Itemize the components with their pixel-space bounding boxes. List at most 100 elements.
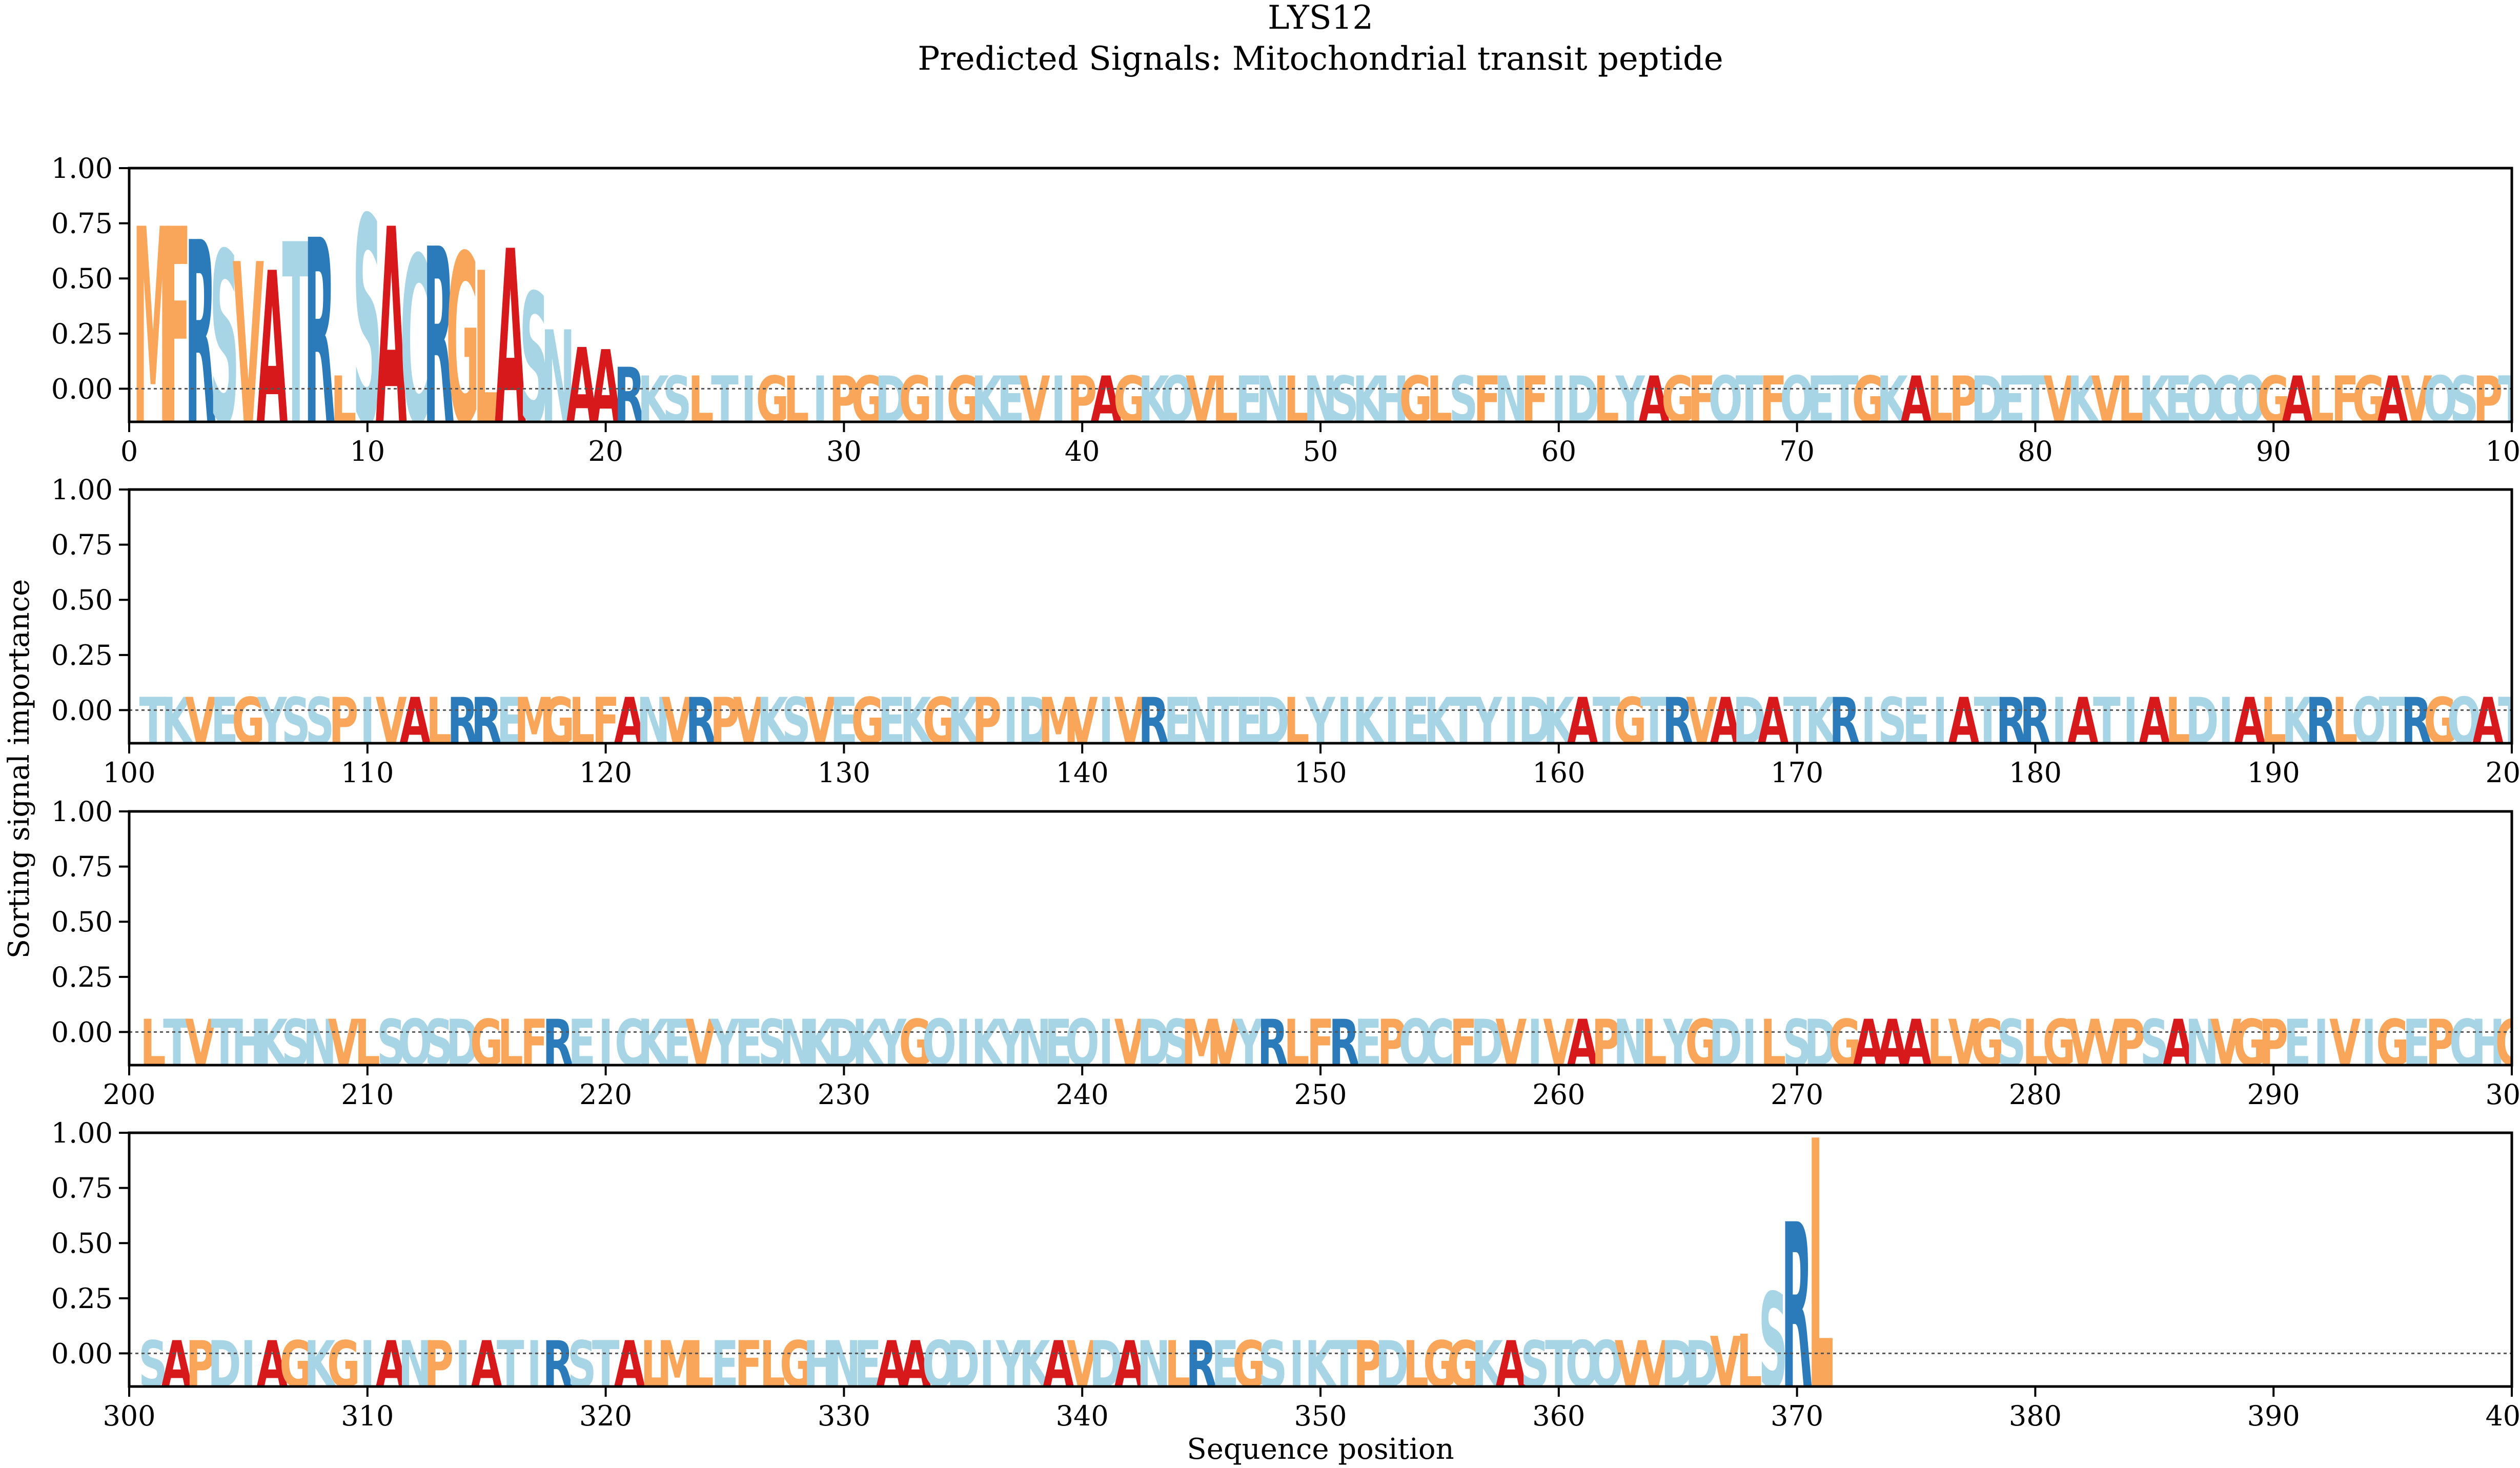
residue-L-pos-92: L	[2308, 364, 2334, 437]
residue-G-pos-27: G	[756, 364, 789, 437]
residue-I-pos-158: I	[1503, 685, 1518, 759]
residue-D-pos-78: D	[1971, 364, 2004, 437]
residue-P-pos-303: P	[186, 1329, 216, 1402]
residue-N-pos-263: N	[1613, 1007, 1647, 1080]
residue-R-pos-218: R	[542, 1007, 574, 1080]
residue-R-pos-196: R	[2401, 685, 2432, 759]
residue-N-pos-208: N	[303, 1007, 337, 1080]
residue-K-pos-357: K	[1472, 1329, 1505, 1402]
residue-S-pos-51: S	[1330, 364, 1359, 437]
residue-S-pos-348: S	[1258, 1329, 1288, 1402]
residue-V-pos-277: V	[1948, 1007, 1979, 1080]
residue-Q-pos-97: Q	[2423, 364, 2457, 437]
residue-D-pos-267: D	[1709, 1007, 1742, 1080]
residue-K-pos-231: K	[852, 1007, 885, 1080]
residue-C-pos-298: C	[2449, 1007, 2479, 1080]
residue-T-pos-204: T	[211, 1007, 238, 1080]
residue-A-pos-358: A	[1495, 1329, 1527, 1402]
x-tick-label: 40	[1065, 435, 1100, 467]
residue-T-pos-25: T	[711, 364, 739, 437]
residue-V-pos-129: V	[804, 685, 836, 759]
residue-R-pos-318: R	[542, 1329, 574, 1402]
residue-I-pos-141: I	[1099, 685, 1113, 759]
residue-E-pos-219: E	[568, 1007, 596, 1080]
residue-E-pos-130: E	[830, 685, 858, 759]
residue-S-pos-107: S	[281, 685, 311, 759]
residue-G-pos-118: G	[541, 685, 575, 759]
residue-L-pos-344: L	[1165, 1329, 1190, 1402]
residue-L-pos-324: L	[688, 1329, 714, 1402]
residue-D-pos-341: D	[1089, 1329, 1123, 1402]
residue-D-pos-214: D	[446, 1007, 479, 1080]
residue-I-pos-188: I	[2219, 685, 2233, 759]
residue-S-pos-213: S	[424, 1007, 454, 1080]
y-tick-label: 0.25	[51, 318, 113, 350]
y-tick-label: 1.00	[51, 1117, 113, 1149]
residue-G-pos-355: G	[1423, 1329, 1456, 1402]
residue-K-pos-127: K	[757, 685, 789, 759]
x-tick-label: 50	[1303, 435, 1338, 467]
residue-S-pos-279: S	[1997, 1007, 2026, 1080]
residue-T-pos-195: T	[2379, 685, 2407, 759]
residue-N-pos-50: N	[1304, 364, 1337, 437]
residue-E-pos-331: E	[854, 1329, 882, 1402]
residue-I-pos-268: I	[1742, 1007, 1757, 1080]
residue-P-pos-284: P	[2116, 1007, 2145, 1080]
residue-T-pos-68: T	[1736, 364, 1763, 437]
residue-P-pos-77: P	[1949, 364, 1979, 437]
residue-G-pos-300: G	[2495, 1007, 2520, 1080]
residue-E-pos-325: E	[711, 1329, 739, 1402]
residue-L-pos-84: L	[2118, 364, 2143, 437]
residue-G-pos-266: G	[1685, 1007, 1718, 1080]
residue-P-pos-125: P	[710, 685, 740, 759]
residue-A-pos-182: A	[2067, 685, 2099, 759]
residue-D-pos-257: D	[1471, 1007, 1504, 1080]
residue-G-pos-35: G	[946, 364, 980, 437]
residue-V-pos-288: V	[2210, 1007, 2242, 1080]
x-tick-label: 380	[2009, 1400, 2062, 1432]
residue-H-pos-329: H	[803, 1329, 837, 1402]
residue-F-pos-57: F	[1473, 364, 1501, 437]
residue-A-pos-95: A	[2377, 364, 2408, 437]
residue-L-pos-28: L	[783, 364, 809, 437]
x-tick-label: 110	[341, 757, 394, 789]
x-tick-label: 300	[103, 1400, 155, 1432]
residue-Q-pos-212: Q	[398, 1007, 432, 1080]
residue-R-pos-124: R	[685, 685, 717, 759]
residue-V-pos-140: V	[1067, 685, 1098, 759]
residue-A-pos-306: A	[256, 1329, 288, 1402]
residue-S-pos-227: S	[758, 1007, 787, 1080]
residue-L-pos-113: L	[426, 685, 452, 759]
residue-L-pos-210: L	[355, 1007, 380, 1080]
y-tick-label: 0.00	[51, 694, 113, 726]
residue-V-pos-340: V	[1067, 1329, 1098, 1402]
residue-T-pos-7: T	[282, 192, 310, 481]
residue-Y-pos-106: Y	[257, 685, 288, 759]
residue-Y-pos-63: Y	[1615, 364, 1645, 437]
residue-G-pos-307: G	[279, 1329, 313, 1402]
x-tick-label: 210	[341, 1078, 394, 1111]
residue-L-pos-193: L	[2332, 685, 2358, 759]
residue-S-pos-10: S	[353, 159, 382, 490]
residue-D-pos-353: D	[1375, 1329, 1409, 1402]
residue-Y-pos-337: Y	[995, 1329, 1026, 1402]
residue-G-pos-197: G	[2424, 685, 2457, 759]
residue-V-pos-81: V	[2043, 364, 2075, 437]
x-tick-label: 170	[1771, 757, 1823, 789]
residue-D-pos-159: D	[1518, 685, 1552, 759]
residue-I-pos-151: I	[1337, 685, 1352, 759]
residue-D-pos-61: D	[1566, 364, 1599, 437]
residue-D-pos-187: D	[2185, 685, 2219, 759]
residue-T-pos-200: T	[2498, 685, 2520, 759]
residue-F-pos-69: F	[1759, 364, 1787, 437]
residue-E-pos-132: E	[878, 685, 905, 759]
residue-A-pos-20: A	[590, 330, 621, 446]
x-tick-label: 130	[818, 757, 870, 789]
residue-G-pos-215: G	[470, 1007, 503, 1080]
residue-P-pos-30: P	[829, 364, 859, 437]
residue-R-pos-370: R	[1781, 1176, 1813, 1440]
residue-S-pos-128: S	[782, 685, 811, 759]
residue-S-pos-56: S	[1449, 364, 1478, 437]
